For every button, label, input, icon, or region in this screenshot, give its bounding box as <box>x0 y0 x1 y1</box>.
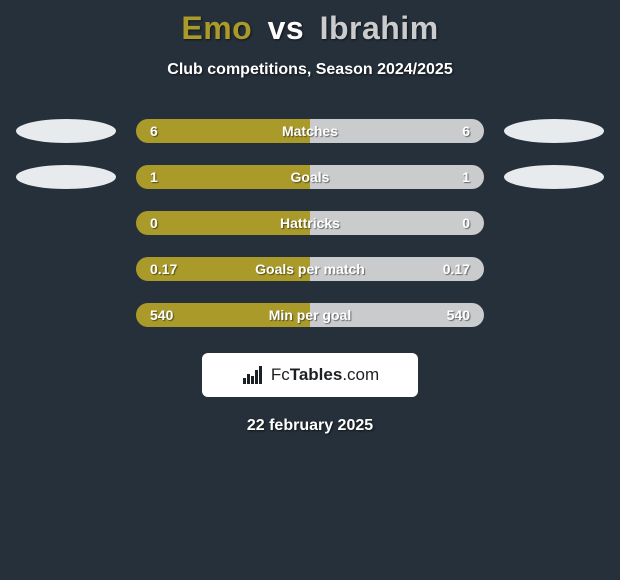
stat-right-value: 0.17 <box>443 261 470 277</box>
bar-text: 0Hattricks0 <box>136 211 484 235</box>
disc-spacer <box>16 303 116 327</box>
stat-row: 0.17Goals per match0.17 <box>0 257 620 281</box>
subtitle: Club competitions, Season 2024/2025 <box>0 61 620 79</box>
disc-spacer <box>504 257 604 281</box>
fctables-logo: FcTables.com <box>202 353 418 397</box>
stat-row: 0Hattricks0 <box>0 211 620 235</box>
bar-chart-icon <box>241 364 265 386</box>
stat-row: 6Matches6 <box>0 119 620 143</box>
stat-bar: 0.17Goals per match0.17 <box>136 257 484 281</box>
stat-row: 1Goals1 <box>0 165 620 189</box>
stat-left-value: 6 <box>150 123 158 139</box>
logo-tables: Tables <box>290 365 343 384</box>
bar-text: 0.17Goals per match0.17 <box>136 257 484 281</box>
stat-label: Goals per match <box>136 261 484 277</box>
stat-right-value: 1 <box>462 169 470 185</box>
stat-left-value: 0 <box>150 215 158 231</box>
disc-spacer <box>504 303 604 327</box>
logo-com: .com <box>342 365 379 384</box>
stat-label: Matches <box>136 123 484 139</box>
stat-row: 540Min per goal540 <box>0 303 620 327</box>
stat-bar: 6Matches6 <box>136 119 484 143</box>
player2-name: Ibrahim <box>320 10 439 46</box>
left-disc-icon <box>16 165 116 189</box>
right-disc-icon <box>504 165 604 189</box>
disc-spacer <box>504 211 604 235</box>
vs-text: vs <box>262 10 311 46</box>
stat-bar: 1Goals1 <box>136 165 484 189</box>
logo-text: FcTables.com <box>271 365 379 385</box>
disc-spacer <box>16 257 116 281</box>
left-disc-icon <box>16 119 116 143</box>
stat-label: Hattricks <box>136 215 484 231</box>
disc-spacer <box>16 211 116 235</box>
bar-text: 540Min per goal540 <box>136 303 484 327</box>
stat-label: Goals <box>136 169 484 185</box>
date-text: 22 february 2025 <box>0 417 620 435</box>
right-disc-icon <box>504 119 604 143</box>
stat-bar: 540Min per goal540 <box>136 303 484 327</box>
stat-label: Min per goal <box>136 307 484 323</box>
comparison-title: Emo vs Ibrahim <box>0 0 620 47</box>
stat-right-value: 6 <box>462 123 470 139</box>
stat-left-value: 540 <box>150 307 173 323</box>
stat-left-value: 1 <box>150 169 158 185</box>
bar-text: 6Matches6 <box>136 119 484 143</box>
bar-text: 1Goals1 <box>136 165 484 189</box>
stat-bar: 0Hattricks0 <box>136 211 484 235</box>
stat-left-value: 0.17 <box>150 261 177 277</box>
stat-right-value: 0 <box>462 215 470 231</box>
stats-rows: 6Matches6 1Goals1 0Hattricks0 0.17Goals per… <box>0 119 620 327</box>
logo-fc: Fc <box>271 365 290 384</box>
player1-name: Emo <box>181 10 252 46</box>
stat-right-value: 540 <box>447 307 470 323</box>
